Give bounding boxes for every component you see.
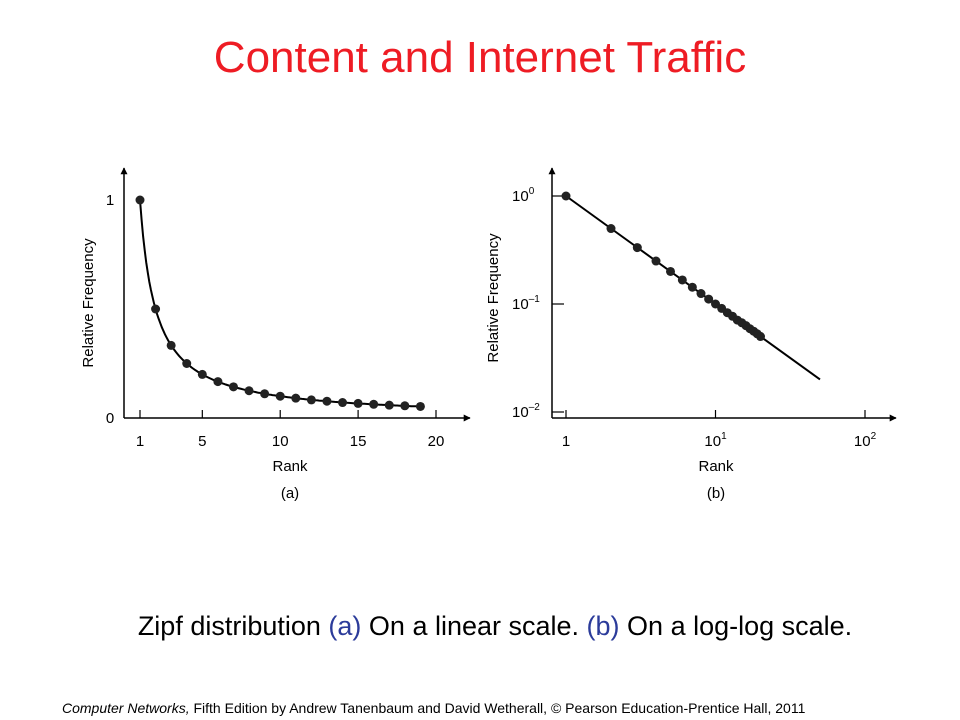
data-point — [353, 398, 363, 408]
caption-b-text: On a log-log scale. — [619, 611, 853, 641]
y-tick-label: 1 — [106, 192, 114, 209]
x-tick-label: 1 — [562, 433, 570, 450]
x-tick-label: 101 — [704, 431, 727, 450]
caption-a-text: On a linear scale. — [361, 611, 587, 641]
x-ticks: 1 5 10 15 20 — [136, 410, 445, 450]
caption-prefix: Zipf distribution — [137, 611, 321, 641]
caption-b-tag: (b) — [586, 611, 620, 641]
slide-title: Content and Internet Traffic — [213, 33, 747, 82]
x-tick-label: 20 — [428, 433, 445, 450]
log-log-chart-panel: 1 101 102 100 10–1 10–2 Relative Frequency Ra… — [485, 167, 897, 502]
x-tick-label: 10 — [272, 433, 289, 450]
data-point — [291, 393, 301, 403]
data-point — [369, 399, 379, 409]
caption-a-tag: (a) — [328, 611, 362, 641]
figure-caption: Zipf distribution (a) On a linear scale.… — [0, 608, 960, 644]
data-point — [704, 294, 714, 304]
data-point — [260, 389, 270, 399]
data-point — [415, 401, 425, 411]
data-point — [197, 369, 207, 379]
y-tick-labels: 01 — [106, 192, 114, 427]
data-point — [151, 304, 161, 314]
y-tick-label: 100 — [512, 186, 535, 205]
data-point — [228, 382, 238, 392]
data-point — [632, 243, 642, 253]
data-point — [687, 282, 697, 292]
y-axis-label: Relative Frequency — [80, 238, 97, 368]
y-tick-label: 10–2 — [512, 402, 540, 421]
x-tick-label: 1 — [136, 433, 144, 450]
footer-rest: Fifth Edition by Andrew Tanenbaum and Da… — [189, 700, 806, 716]
panel-label: (b) — [707, 485, 725, 502]
data-point — [561, 191, 571, 201]
data-point — [384, 400, 394, 410]
fit-curve — [139, 199, 423, 408]
data-point — [696, 289, 706, 299]
data-point — [322, 396, 332, 406]
y-axis-label: Relative Frequency — [485, 233, 502, 363]
data-points — [561, 191, 766, 342]
panel-label: (a) — [281, 485, 299, 502]
tick-labels: 1 101 102 100 10–1 10–2 — [512, 186, 877, 450]
y-tick-label: 0 — [106, 410, 114, 427]
data-point — [338, 398, 348, 408]
footer-citation: Computer Networks, Fifth Edition by Andr… — [62, 699, 805, 717]
data-point — [182, 359, 192, 368]
data-point — [213, 377, 223, 387]
axis-ticks — [552, 195, 866, 418]
footer-book-title: Computer Networks, — [62, 700, 190, 716]
data-point — [166, 340, 176, 350]
data-point — [665, 266, 675, 276]
data-point — [606, 224, 616, 234]
linear-chart-panel: 1 5 10 15 20 01 Relative Frequency Rank (a) — [80, 167, 471, 502]
data-point — [756, 332, 766, 342]
data-point — [651, 256, 661, 266]
data-point — [135, 195, 145, 205]
data-point — [275, 391, 285, 401]
x-axis-label: Rank — [698, 458, 734, 475]
data-point — [306, 395, 316, 405]
data-point — [400, 401, 410, 411]
x-tick-label: 5 — [198, 433, 206, 450]
x-tick-label: 15 — [350, 433, 367, 450]
x-tick-label: 102 — [854, 431, 877, 450]
data-points — [135, 195, 425, 411]
data-point — [244, 386, 254, 396]
data-point — [677, 275, 687, 285]
x-axis-label: Rank — [272, 458, 308, 475]
y-tick-label: 10–1 — [512, 294, 540, 313]
